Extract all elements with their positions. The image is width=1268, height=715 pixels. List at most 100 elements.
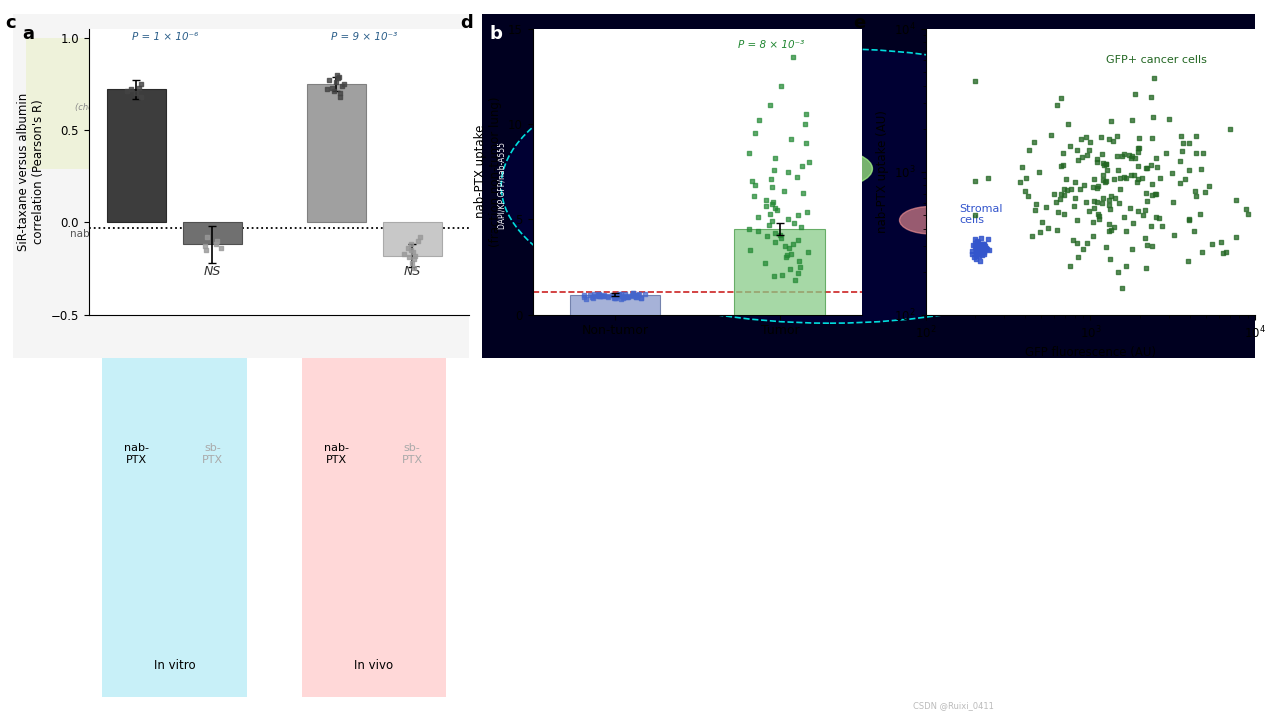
- Point: [1099, 194, 1120, 206]
- Text: sb-
PTX: sb- PTX: [202, 443, 223, 465]
- Point: [1192, 246, 1212, 257]
- Text: ~130 nm: ~130 nm: [364, 247, 410, 257]
- Point: [967, 240, 988, 251]
- Point: [1127, 147, 1148, 158]
- Point: [967, 235, 988, 246]
- Point: [969, 246, 989, 257]
- Point: [1125, 88, 1145, 99]
- Point: [1099, 199, 1120, 210]
- Circle shape: [326, 207, 339, 216]
- Point: [621, 289, 642, 300]
- Point: [1070, 183, 1090, 194]
- Circle shape: [365, 182, 391, 201]
- Circle shape: [336, 230, 349, 239]
- Point: [1056, 184, 1077, 196]
- Point: [765, 152, 785, 164]
- Point: [1140, 159, 1160, 171]
- Point: [760, 99, 780, 111]
- Point: [330, 91, 350, 102]
- Point: [969, 246, 989, 257]
- Text: nab-A555: nab-A555: [1239, 144, 1248, 185]
- Text: NS: NS: [204, 265, 221, 277]
- Point: [741, 244, 761, 255]
- Text: SiR-taxane: SiR-taxane: [281, 78, 342, 88]
- Circle shape: [361, 173, 374, 183]
- Point: [967, 236, 988, 247]
- Point: [1216, 247, 1236, 258]
- Point: [965, 240, 985, 251]
- Point: [1031, 216, 1051, 227]
- Point: [1161, 167, 1182, 179]
- Point: [327, 69, 347, 81]
- Point: [979, 244, 999, 255]
- Point: [1065, 177, 1085, 188]
- Point: [630, 292, 650, 304]
- Point: [1066, 214, 1087, 225]
- Point: [1118, 149, 1139, 161]
- Point: [323, 86, 344, 97]
- Point: [1146, 211, 1167, 222]
- Point: [762, 215, 782, 227]
- Point: [1236, 203, 1257, 214]
- Text: a: a: [22, 24, 34, 43]
- Bar: [307, 84, 365, 222]
- Point: [1131, 173, 1151, 184]
- Point: [791, 221, 812, 232]
- Point: [1127, 173, 1148, 184]
- Point: [408, 235, 429, 247]
- Point: [404, 250, 425, 261]
- Point: [798, 206, 818, 217]
- Point: [611, 288, 631, 300]
- Point: [624, 290, 644, 301]
- Circle shape: [366, 180, 393, 199]
- Point: [966, 249, 987, 260]
- Point: [978, 172, 998, 184]
- Bar: [569, 295, 661, 315]
- Point: [777, 250, 798, 261]
- Point: [1087, 182, 1107, 194]
- Point: [1150, 173, 1170, 184]
- Point: [1077, 149, 1097, 160]
- Point: [799, 157, 819, 168]
- Point: [1084, 173, 1104, 184]
- Point: [763, 271, 784, 282]
- Point: [1170, 155, 1191, 167]
- Text: SiR-taxane: SiR-taxane: [1239, 247, 1248, 293]
- Point: [1096, 175, 1116, 187]
- Point: [1054, 208, 1074, 220]
- Point: [1070, 134, 1090, 145]
- Point: [1079, 205, 1099, 217]
- Point: [1093, 169, 1113, 181]
- Point: [1051, 161, 1071, 172]
- Point: [1135, 232, 1155, 244]
- Circle shape: [373, 171, 387, 180]
- Point: [965, 241, 985, 252]
- Text: sb-
PTX: sb- PTX: [402, 443, 422, 465]
- Point: [631, 292, 652, 304]
- Point: [1101, 191, 1121, 202]
- Point: [1122, 114, 1142, 126]
- Point: [1113, 211, 1134, 222]
- Point: [401, 239, 421, 250]
- Circle shape: [368, 169, 393, 188]
- Text: In vitro: In vitro: [153, 659, 195, 672]
- Point: [317, 84, 337, 95]
- Point: [602, 289, 623, 300]
- Point: [792, 187, 813, 198]
- Point: [592, 291, 612, 302]
- Text: Stromal
cells: Stromal cells: [960, 204, 1003, 225]
- Circle shape: [1035, 105, 1089, 129]
- Point: [1102, 135, 1122, 147]
- Point: [1077, 237, 1097, 248]
- Point: [597, 291, 618, 302]
- Point: [966, 245, 987, 257]
- Point: [1129, 132, 1149, 144]
- Point: [628, 290, 648, 301]
- Point: [1051, 92, 1071, 104]
- Point: [1172, 131, 1192, 142]
- Point: [1068, 154, 1088, 165]
- Point: [1087, 157, 1107, 168]
- Circle shape: [741, 232, 810, 263]
- Point: [1110, 183, 1130, 194]
- Point: [618, 291, 638, 302]
